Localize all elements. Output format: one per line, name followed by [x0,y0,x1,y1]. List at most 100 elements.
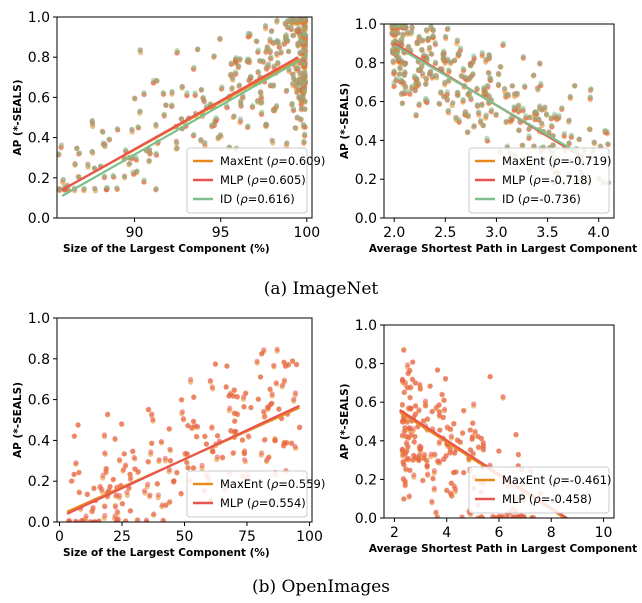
scatter-point-mlp [105,411,111,417]
scatter-point-id [413,111,419,117]
scatter-point-mlp [487,374,493,380]
scatter-point-mlp [432,451,438,457]
scatter-point-mlp [241,404,247,410]
scatter-point-id [72,161,78,167]
y-tick-label: 0.8 [28,352,50,368]
scatter-point-mlp [163,502,169,508]
scatter-point-id [597,143,603,149]
scatter-point-id [286,48,292,55]
scatter-point-id [406,43,412,50]
scatter-point-id [400,24,406,30]
scatter-point-mlp [71,471,77,477]
scatter-point-id [409,83,415,89]
scatter-point-id [500,40,506,47]
scatter-point-mlp [411,452,417,459]
scatter-point-id [571,83,578,89]
scatter-point-mlp [180,416,187,422]
scatter-point-id [504,143,510,149]
scatter-point-id [137,108,143,114]
y-axis-label: AP (*-SEALS) [339,383,351,459]
scatter-point-mlp [135,517,141,522]
scatter-point-id [423,81,429,87]
scatter-point-mlp [412,403,418,409]
scatter-point-mlp [407,467,413,473]
scatter-point-id [134,168,140,174]
scatter-point-mlp [102,504,108,510]
scatter-point-id [260,58,266,64]
legend: MaxEnt (ρ=0.559) MLP (ρ=0.554) [186,470,325,518]
scatter-point-mlp [76,470,82,476]
scatter-point-mlp [227,405,233,411]
scatter-point-mlp [234,393,240,400]
scatter-point-mlp [110,476,116,482]
x-tick-label: 3.5 [536,225,558,241]
scatter-point-mlp [421,451,427,457]
scatter-point-mlp [230,450,237,456]
scatter-point-id [605,141,611,147]
scatter-point-id [514,90,520,96]
scatter-point-mlp [297,424,303,430]
scatter-point-mlp [112,504,118,510]
scatter-point-mlp [174,469,180,475]
scatter-point-id [268,29,274,35]
scatter-point-id [293,125,299,131]
scatter-point-mlp [441,397,447,403]
scatter-point-mlp [472,428,478,434]
scatter-point-id [532,109,538,115]
scatter-point-mlp [178,490,184,496]
scatter-point-id [141,90,147,96]
scatter-point-mlp [230,393,236,399]
scatter-point-id [474,102,480,108]
scatter-point-mlp [259,450,265,456]
legend-label-id: ID (ρ=-0.736) [502,192,581,206]
scatter-point-id [215,134,221,140]
scatter-point-id [110,172,116,178]
scatter-point-id [455,51,461,57]
x-tick-label: 2.0 [383,225,405,241]
scatter-point-mlp [89,508,95,514]
scatter-point-mlp [429,498,435,504]
scatter-point-mlp [178,397,184,403]
scatter-point-mlp [183,450,189,456]
scatter-point-mlp [460,430,466,436]
scatter-point-mlp [412,380,418,386]
scatter-point-mlp [475,444,482,450]
scatter-point-mlp [425,471,431,477]
scatter-point-id [137,47,143,53]
scatter-point-id [454,37,460,43]
scatter-point-mlp [280,382,286,388]
scatter-point-id [141,177,147,183]
scatter-point-mlp [402,482,408,488]
scatter-point-id [277,41,283,48]
scatter-point-id [400,32,406,38]
scatter-point-id [268,82,274,88]
scatter-point-mlp [512,514,518,518]
scatter-point-mlp [193,433,199,439]
y-tick-label: 0.8 [28,50,50,66]
scatter-point-mlp [401,496,407,502]
scatter-point-mlp [203,441,210,447]
scatter-point-id [229,85,235,91]
scatter-point-mlp [437,427,443,433]
y-tick-label: 0.2 [355,172,377,188]
scatter-point-mlp [289,441,295,447]
scatter-point-mlp [424,457,430,463]
scatter-point-mlp [531,514,537,518]
scatter-point-mlp [113,517,119,522]
scatter-point-id [89,148,95,155]
legend-label-mlp: MLP (ρ=0.554) [220,496,306,510]
scatter-point-mlp [118,421,125,427]
x-tick-label: 50 [176,529,194,545]
scatter-point-mlp [416,452,422,458]
scatter-point-mlp [228,427,234,433]
scatter-point-id [427,44,433,50]
scatter-point-mlp [76,490,83,496]
scatter-point-mlp [440,414,446,420]
scatter-point-id [285,17,291,24]
scatter-point-id [402,88,408,94]
x-tick-label: 3.0 [485,225,507,241]
scatter-point-id [418,47,424,53]
scatter-point-mlp [467,427,473,433]
scatter-point-id [191,64,197,70]
scatter-point-mlp [155,492,161,498]
